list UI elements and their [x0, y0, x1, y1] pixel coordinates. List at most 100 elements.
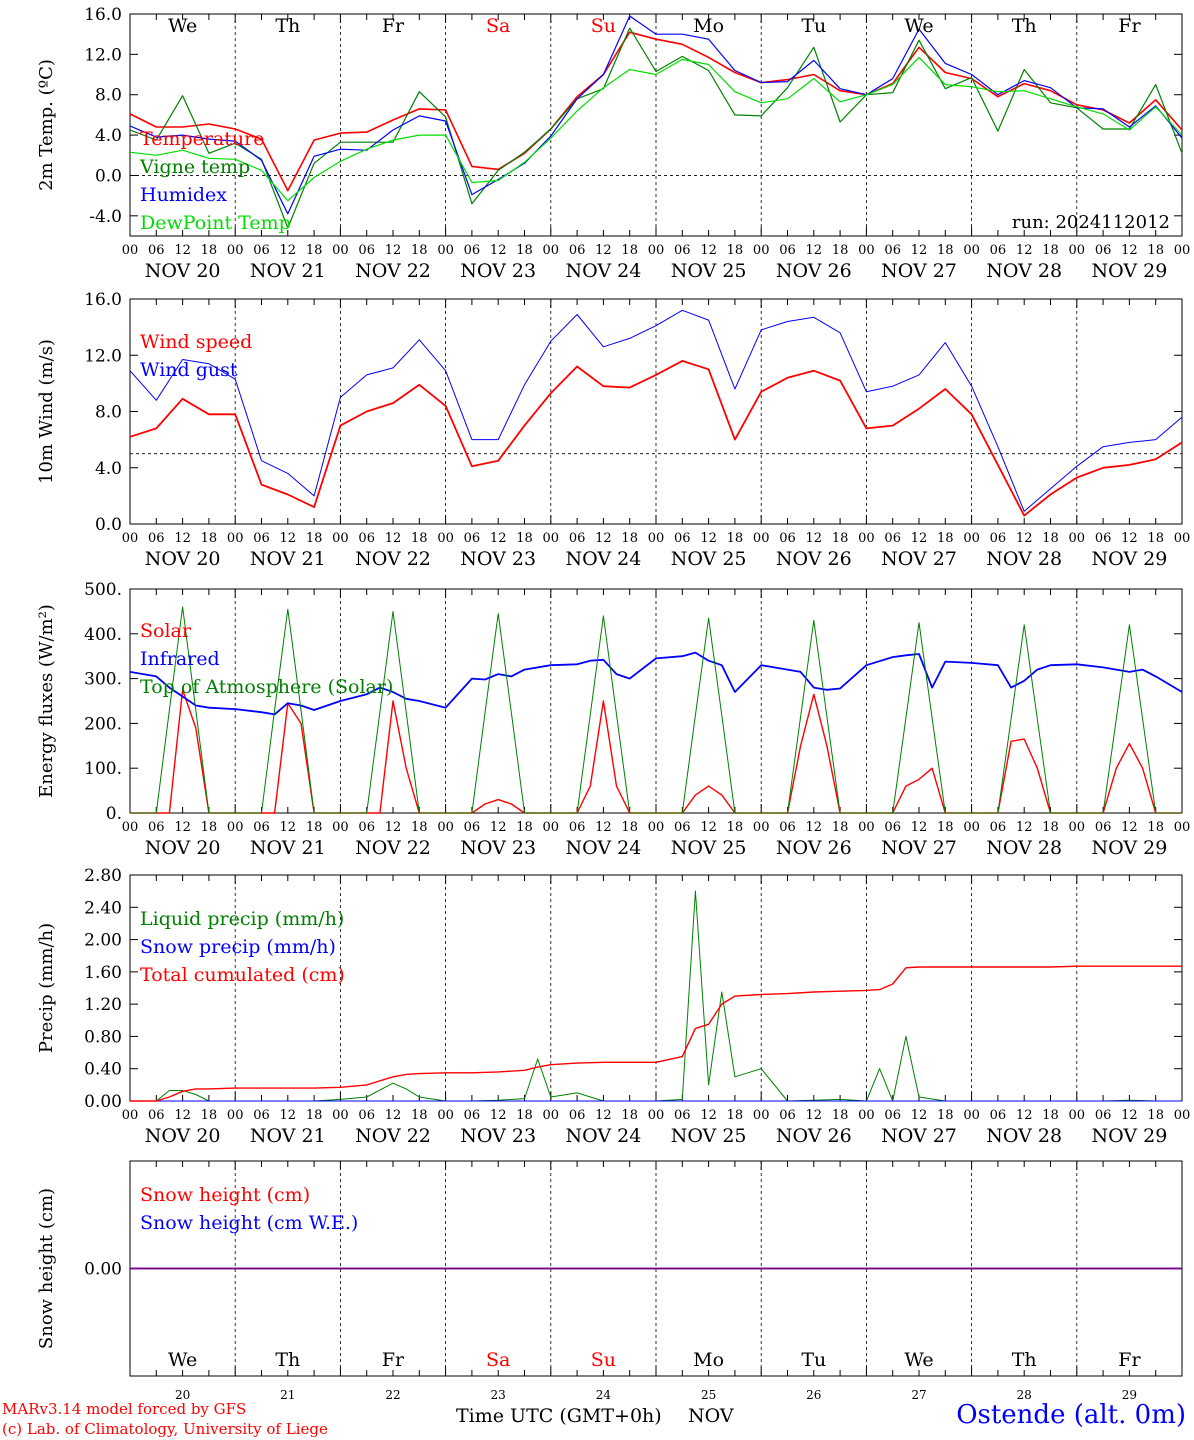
x-tick-label: 18 [516, 1108, 533, 1123]
date-label: NOV 29 [1091, 837, 1167, 859]
x-tick-label: 12 [911, 820, 928, 835]
series-line [130, 606, 1182, 814]
x-tick-label: 18 [411, 243, 428, 258]
x-tick-label: 18 [201, 1108, 218, 1123]
x-tick-label: 06 [884, 243, 901, 258]
series-line [129, 309, 1183, 512]
y-tick-label: 4.0 [95, 126, 122, 146]
series-line [129, 56, 1183, 202]
date-label: NOV 28 [986, 260, 1062, 282]
day-name: Fr [382, 1349, 405, 1371]
x-tick-label: 18 [1147, 531, 1164, 546]
date-label: NOV 23 [460, 260, 536, 282]
x-tick-label: 18 [832, 1108, 849, 1123]
legend-entry: Infrared [140, 648, 220, 670]
date-label: NOV 20 [145, 260, 221, 282]
legend-entry: Snow precip (mm/h) [140, 936, 336, 958]
day-name: Su [591, 15, 616, 37]
x-tick-label: 00 [1069, 820, 1086, 835]
x-tick-label: 00 [648, 820, 665, 835]
day-number: 27 [911, 1388, 926, 1402]
x-tick-label: 12 [911, 531, 928, 546]
x-tick-label: 18 [1147, 820, 1164, 835]
date-label: NOV 25 [671, 548, 747, 570]
x-tick-label: 12 [595, 820, 612, 835]
x-tick-label: 18 [727, 1108, 744, 1123]
x-tick-label: 18 [832, 531, 849, 546]
day-name: Mo [693, 1349, 724, 1371]
x-tick-label: 00 [1174, 531, 1191, 546]
date-label: NOV 29 [1091, 548, 1167, 570]
legend-entry: Wind gust [140, 359, 238, 381]
x-tick-label: 18 [937, 531, 954, 546]
x-tick-label: 00 [437, 1108, 454, 1123]
x-tick-label: 12 [385, 820, 402, 835]
x-tick-label: 12 [174, 531, 191, 546]
x-tick-label: 06 [674, 243, 691, 258]
x-tick-label: 06 [779, 1108, 796, 1123]
x-tick-label: 06 [148, 531, 165, 546]
x-tick-label: 06 [674, 1108, 691, 1123]
x-tick-label: 00 [648, 1108, 665, 1123]
x-tick-label: 12 [174, 1108, 191, 1123]
x-tick-label: 12 [1121, 243, 1138, 258]
date-label: NOV 22 [355, 837, 431, 859]
y-axis-label: Precip (mm/h) [36, 923, 57, 1053]
x-tick-label: 06 [358, 531, 375, 546]
x-tick-label: 12 [385, 243, 402, 258]
legend-entry: Top of Atmosphere (Solar) [140, 676, 393, 698]
plot-frame [129, 298, 1183, 525]
date-label: NOV 29 [1091, 260, 1167, 282]
x-tick-label: 18 [201, 243, 218, 258]
x-tick-label: 06 [1095, 243, 1112, 258]
x-tick-label: 00 [227, 820, 244, 835]
y-tick-label: 1.20 [84, 995, 122, 1015]
x-tick-label: 12 [1016, 820, 1033, 835]
x-tick-label: 00 [1174, 1108, 1191, 1123]
x-tick-label: 00 [1174, 243, 1191, 258]
x-tick-label: 18 [306, 820, 323, 835]
day-number: 20 [175, 1388, 190, 1402]
x-tick-label: 12 [280, 243, 297, 258]
x-tick-label: 00 [1174, 820, 1191, 835]
x-tick-label: 06 [253, 531, 270, 546]
x-tick-label: 12 [911, 243, 928, 258]
y-axis-label: Snow height (cm) [36, 1188, 57, 1349]
day-name: Fr [1118, 1349, 1141, 1371]
day-name: Tu [801, 1349, 826, 1371]
date-label: NOV 24 [565, 548, 641, 570]
y-axis-label: 2m Temp. (ºC) [36, 59, 57, 191]
series-line [129, 359, 1183, 517]
x-tick-label: 12 [806, 243, 823, 258]
day-number: 25 [701, 1388, 716, 1402]
y-tick-label: 8.0 [95, 86, 122, 106]
y-tick-label: 300. [84, 670, 122, 690]
x-tick-label: 18 [306, 243, 323, 258]
x-tick-label: 00 [437, 820, 454, 835]
y-tick-label: 100. [84, 759, 122, 779]
x-tick-label: 00 [332, 820, 349, 835]
y-axis-label: 10m Wind (m/s) [36, 339, 57, 484]
x-tick-label: 06 [464, 531, 481, 546]
date-label: NOV 27 [881, 260, 957, 282]
legend-entry: Temperature [140, 128, 264, 150]
x-tick-label: 00 [332, 531, 349, 546]
x-tick-label: 00 [122, 243, 139, 258]
x-tick-label: 18 [1042, 531, 1059, 546]
x-tick-label: 00 [437, 243, 454, 258]
x-tick-label: 18 [1147, 243, 1164, 258]
series-line [129, 651, 1183, 716]
date-label: NOV 21 [250, 1125, 326, 1147]
y-tick-label: 16.0 [84, 290, 122, 310]
x-tick-label: 12 [595, 243, 612, 258]
x-tick-label: 18 [832, 243, 849, 258]
x-tick-label: 18 [1042, 243, 1059, 258]
x-tick-label: 12 [1016, 243, 1033, 258]
x-tick-label: 00 [963, 1108, 980, 1123]
x-tick-label: 06 [674, 820, 691, 835]
x-tick-label: 12 [806, 531, 823, 546]
legend-entry: Liquid precip (mm/h) [140, 908, 344, 930]
x-tick-label: 00 [227, 243, 244, 258]
day-name: Su [591, 1349, 616, 1371]
day-name: Th [1012, 15, 1037, 37]
